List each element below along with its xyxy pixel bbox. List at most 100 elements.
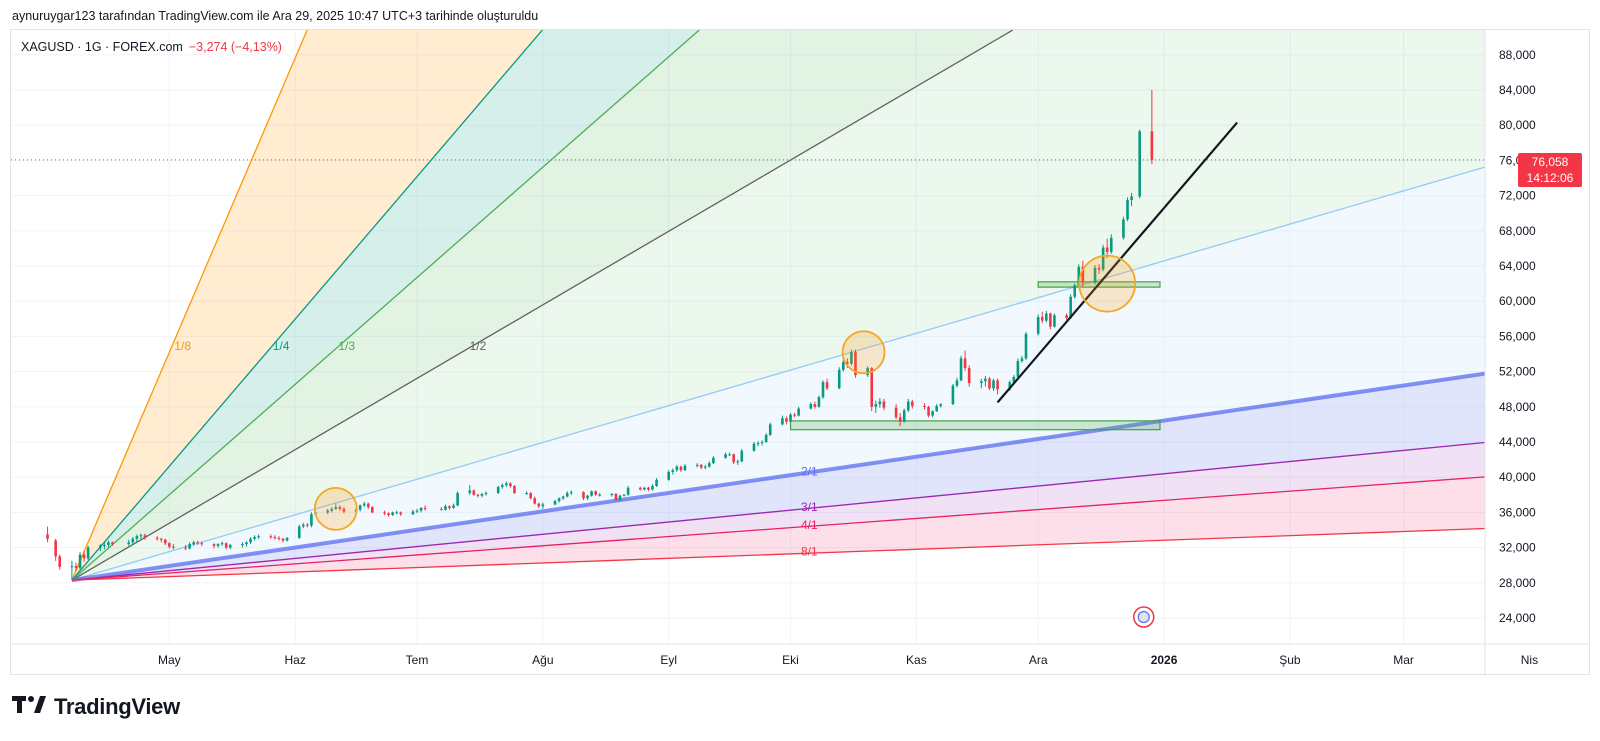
candle-body — [785, 418, 788, 422]
candle-body — [679, 466, 683, 471]
candle-body — [448, 506, 451, 508]
candle-body — [675, 466, 679, 471]
candle-body — [273, 537, 277, 539]
candle-body — [383, 512, 386, 514]
candle-body — [1105, 247, 1109, 252]
candle-body — [452, 505, 455, 508]
y-tick-label: 24,000 — [1499, 611, 1536, 625]
candle-body — [192, 542, 195, 545]
price-change: −3,274 (−4,13%) — [188, 40, 282, 54]
candle-body — [358, 505, 362, 510]
candle-body — [212, 544, 216, 546]
candle-body — [906, 401, 910, 411]
candle-body — [476, 494, 480, 496]
candle-body — [423, 508, 427, 509]
candle-body — [184, 547, 187, 549]
candle-body — [82, 554, 86, 559]
candle-body — [817, 397, 821, 407]
y-tick-label: 44,000 — [1499, 435, 1536, 449]
candle-body — [444, 506, 447, 510]
fan-line-3-1 — [71, 441, 1485, 581]
candle-body — [1109, 237, 1113, 252]
candle-body — [760, 442, 764, 443]
highlight-circle[interactable] — [841, 330, 886, 375]
candle-body — [107, 542, 110, 545]
candle-body — [923, 405, 926, 407]
candle-body — [598, 494, 601, 496]
fan-label: 1/3 — [338, 339, 355, 353]
candle-body — [513, 486, 516, 494]
countdown-timer: 14:12:06 — [1526, 171, 1574, 185]
candle-body — [667, 471, 671, 480]
candle-body — [342, 508, 346, 512]
candle-body — [139, 535, 143, 537]
brand-name[interactable]: TradingView — [54, 694, 180, 719]
brand[interactable]: TradingView — [12, 694, 180, 720]
fan-zone-fill — [71, 30, 1485, 581]
candle-body — [505, 483, 508, 486]
candle-body — [99, 545, 102, 548]
candle-body — [74, 566, 78, 568]
candle-body — [837, 369, 841, 389]
candle-body — [988, 378, 991, 389]
candle-body — [874, 404, 878, 407]
price-chart[interactable]: 1/8 1/4 1/3 1/2 2/1 3/1 4/1 8/1 24,000 28,000 32,0… — [11, 30, 1589, 674]
highlight-circle[interactable] — [313, 486, 358, 531]
y-tick-label: 64,000 — [1499, 259, 1536, 273]
candle-body — [878, 401, 882, 405]
candle-body — [825, 382, 829, 389]
support-zone[interactable] — [789, 420, 1161, 431]
candle-body — [525, 493, 528, 495]
candle-body — [155, 537, 159, 539]
y-tick-label: 60,000 — [1499, 294, 1536, 308]
candle-body — [793, 414, 796, 416]
candle-body — [586, 495, 589, 499]
candle-body — [391, 512, 394, 516]
candle-body — [557, 498, 561, 501]
symbol-label[interactable]: XAGUSD · 1G · FOREX.com — [21, 40, 183, 54]
candle-body — [902, 410, 906, 422]
candle-body — [622, 494, 626, 496]
candle-body — [1122, 219, 1125, 238]
trendline[interactable] — [996, 121, 1238, 404]
last-price-value: 76,058 — [1531, 155, 1569, 169]
candle-body — [984, 378, 987, 382]
candle-body — [371, 507, 374, 513]
candle-body — [440, 508, 443, 510]
candle-body — [655, 479, 658, 486]
candle-body — [326, 510, 329, 513]
candle-body — [196, 542, 200, 544]
highlight-circle[interactable] — [1078, 254, 1137, 313]
fan-line-1-4 — [71, 30, 543, 581]
candle-body — [228, 544, 232, 548]
plot-area[interactable]: 1/8 1/4 1/3 1/2 2/1 3/1 4/1 8/1 — [11, 30, 1529, 644]
candle-body — [216, 544, 220, 546]
candle-body — [159, 538, 163, 540]
candle-body — [898, 417, 902, 422]
candle-body — [533, 498, 537, 504]
candle-body — [1053, 315, 1056, 327]
fan-label: 2/1 — [801, 465, 818, 479]
candle-body — [285, 537, 289, 541]
candle-body — [411, 511, 415, 515]
candle-body — [639, 487, 642, 490]
tradingview-logo-icon — [12, 695, 48, 719]
chart-frame[interactable]: 1/8 1/4 1/3 1/2 2/1 3/1 4/1 8/1 24,000 28,000 32,0… — [10, 29, 1590, 675]
candle-body — [590, 491, 593, 496]
symbol-legend[interactable]: XAGUSD · 1G · FOREX.com −3,274 (−4,13%) — [21, 40, 282, 54]
candle-body — [882, 401, 886, 408]
candle-body — [1024, 333, 1028, 359]
candle-body — [683, 465, 687, 471]
candle-body — [894, 407, 898, 418]
candle-body — [935, 405, 938, 412]
candle-body — [1065, 315, 1068, 318]
candle-body — [911, 401, 914, 406]
candle-body — [866, 368, 869, 376]
candle-body — [610, 493, 614, 495]
candle-body — [813, 404, 817, 407]
candle-body — [387, 513, 390, 516]
x-tick-label: Ağu — [532, 653, 553, 667]
candle-body — [419, 508, 423, 511]
candle-body — [366, 503, 370, 508]
candle-body — [131, 538, 135, 543]
